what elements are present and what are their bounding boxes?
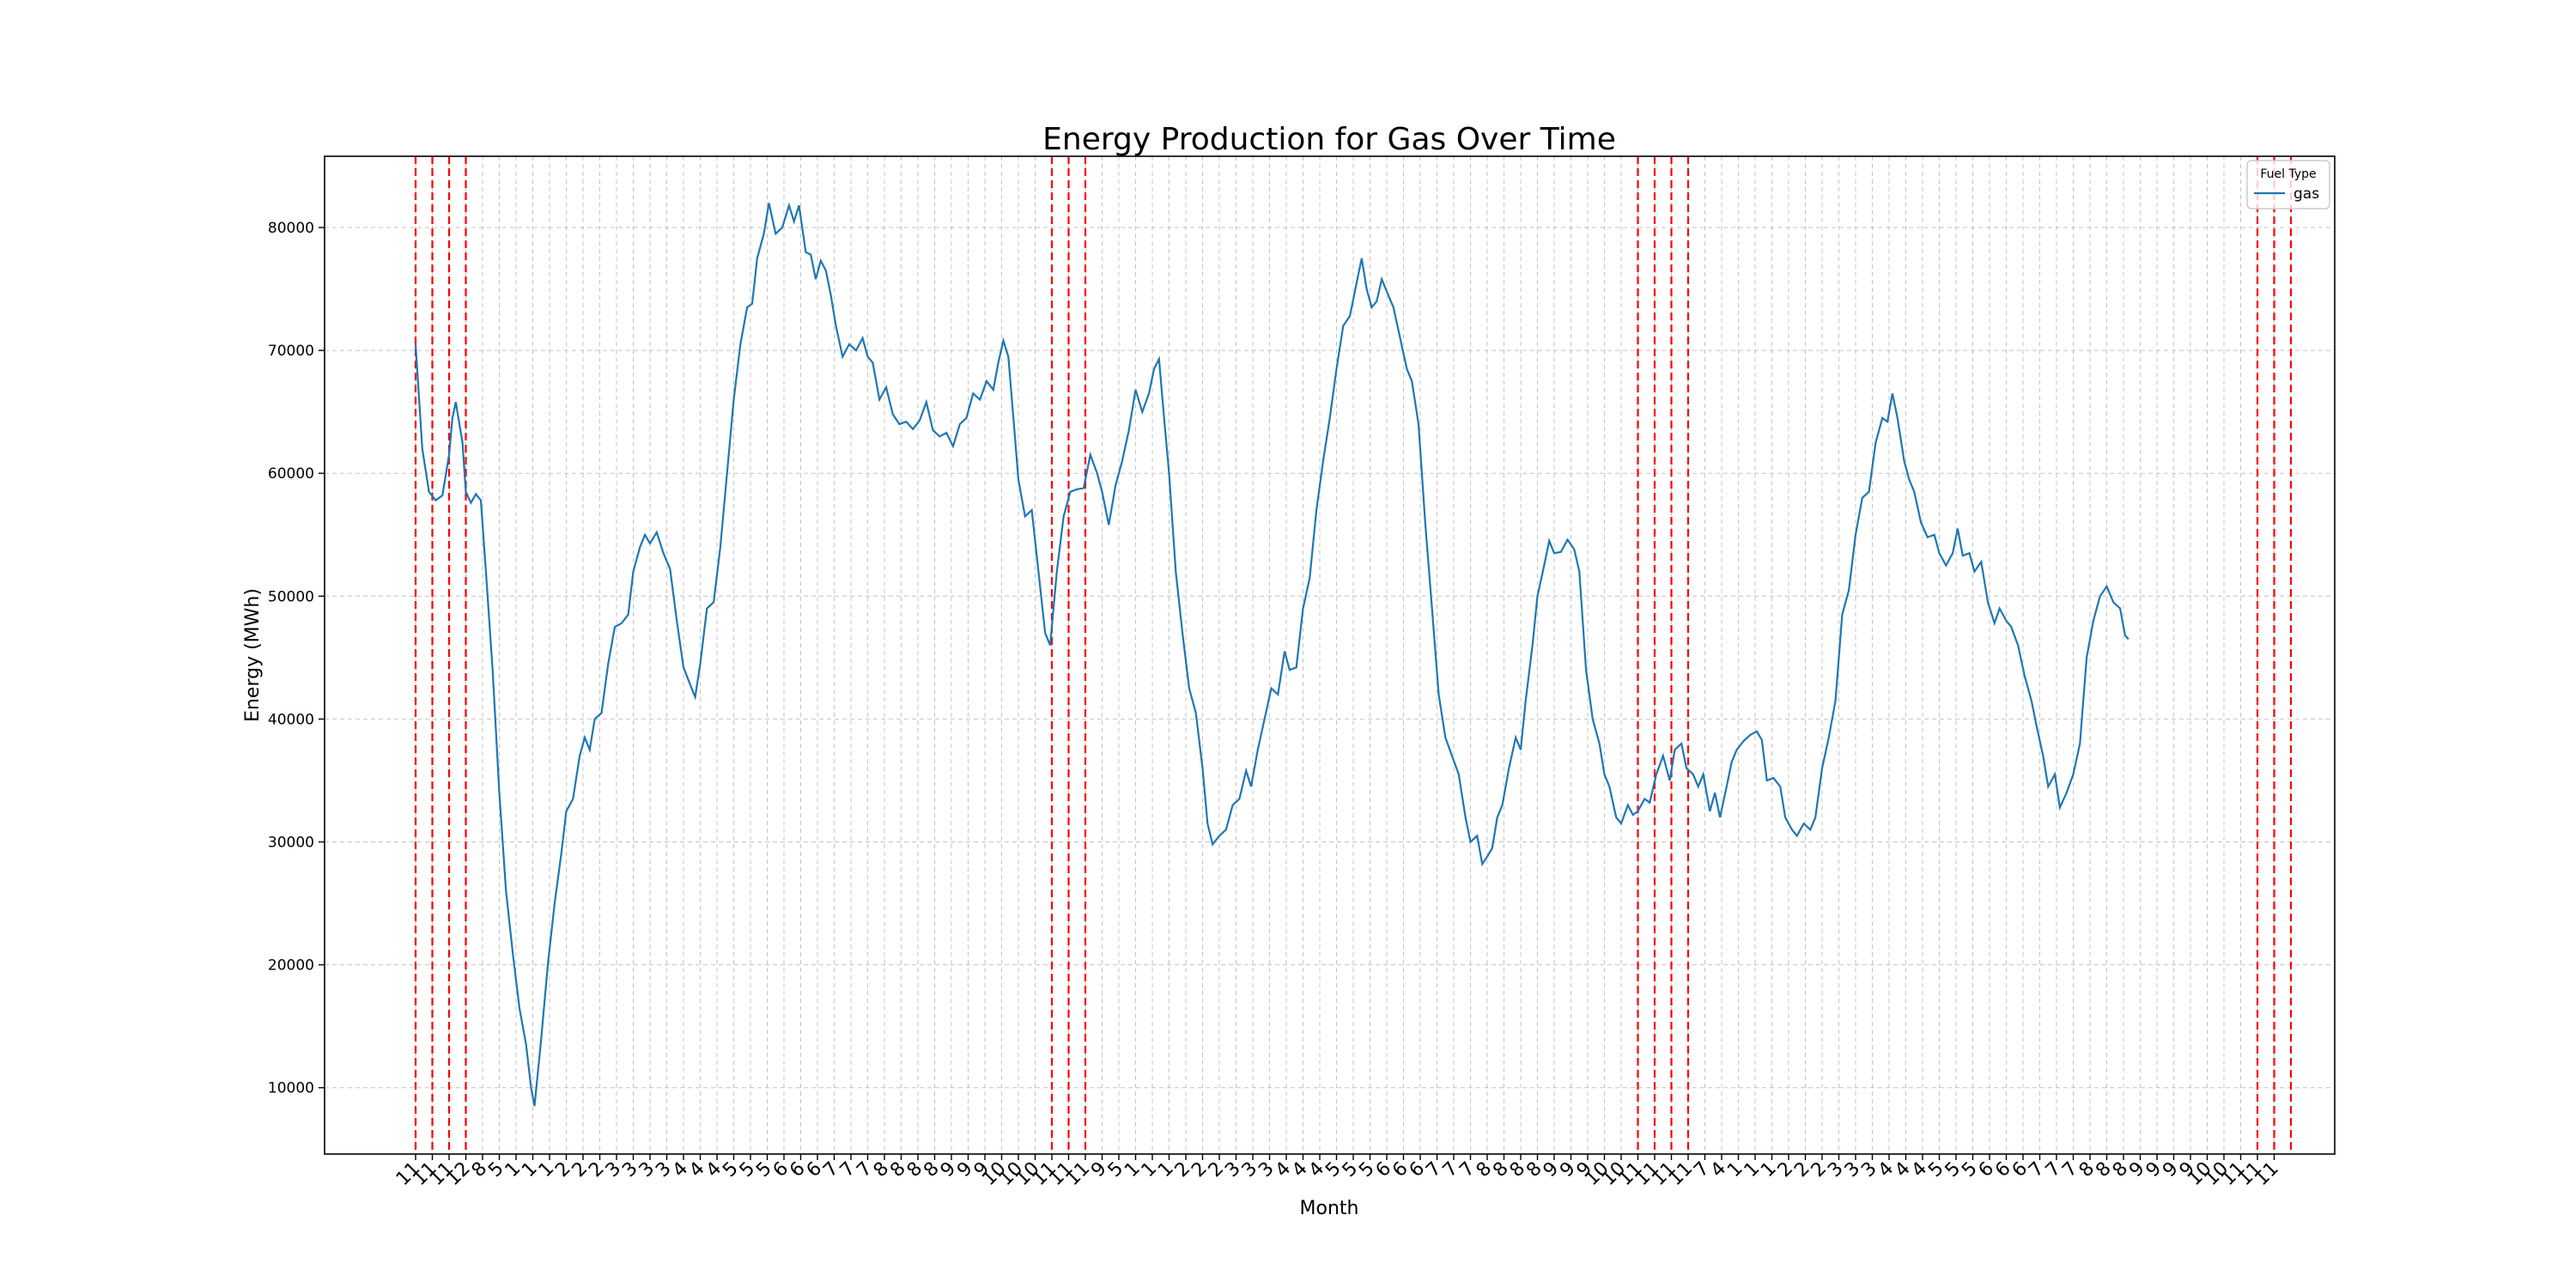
chart-title: Energy Production for Gas Over Time [1042, 122, 1616, 157]
y-tick-label: 10000 [268, 1080, 314, 1097]
y-tick-label: 30000 [268, 835, 314, 852]
legend: Fuel Type gas [2246, 160, 2330, 210]
y-tick-label: 20000 [268, 957, 314, 975]
series-line-gas [414, 202, 2129, 1107]
y-tick-label: 70000 [268, 343, 314, 360]
legend-entry-gas: gas [2293, 185, 2319, 203]
y-tick-label: 50000 [268, 588, 314, 605]
y-tick-label: 60000 [268, 465, 314, 483]
y-tick-label: 40000 [268, 711, 314, 728]
x-axis-label: Month [1300, 1198, 1359, 1219]
legend-title: Fuel Type [2260, 167, 2316, 181]
legend-box [2246, 160, 2330, 210]
event-markers [414, 156, 2293, 1154]
x-axis-ticks: 1111111285111222333344455566677788889991… [392, 1154, 2283, 1190]
plot-frame [324, 155, 2336, 1155]
y-tick-label: 80000 [268, 220, 314, 237]
y-axis-label: Energy (MWh) [242, 588, 264, 722]
grid-lines [325, 156, 2335, 1154]
y-axis-ticks: 10000 20000 30000 40000 50000 60000 70000 80000 [268, 220, 325, 1097]
